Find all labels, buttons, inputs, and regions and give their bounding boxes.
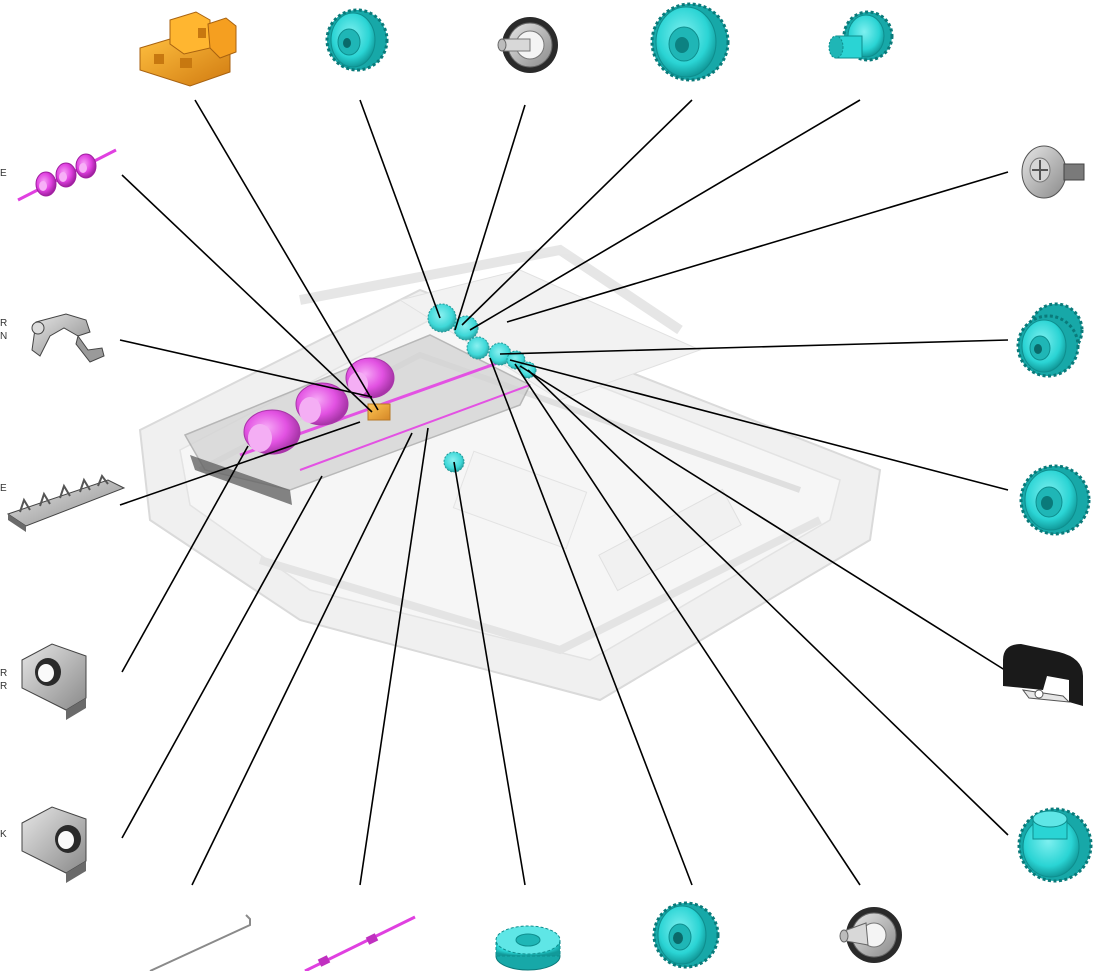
cyan-gear-icon [495, 925, 561, 971]
assembly-roller-1 [243, 409, 301, 455]
leader-gear-bottom [489, 357, 693, 886]
leader-wire-rod [191, 432, 413, 886]
edge-label-3: N [0, 331, 8, 342]
black-bracket-icon [1003, 644, 1083, 706]
gray-guide-plate-icon [6, 473, 126, 532]
gray-lever-icon [31, 313, 105, 363]
leader-magenta-shaft [359, 427, 429, 886]
leader-gear-large [461, 99, 693, 326]
leader-bushing-left-1 [121, 445, 249, 673]
orange-bracket-icon [139, 11, 237, 87]
leader-orange-bracket [194, 99, 379, 411]
gray-bushing-block-icon [21, 643, 87, 720]
gray-bushing-block-icon [21, 806, 87, 883]
cyan-gear-icon [1016, 302, 1084, 378]
edge-label-6: R [0, 681, 8, 692]
leader-gear-1 [359, 99, 441, 319]
edge-label-2: R [0, 318, 8, 329]
cyan-gear-icon [650, 2, 730, 82]
edge-label-7: K [0, 829, 8, 840]
leader-pickup-roller-shaft [121, 174, 373, 413]
leader-shaft-bushing-2 [514, 363, 861, 886]
leader-guide-plate [119, 421, 361, 506]
cyan-gear-icon [1017, 807, 1093, 883]
cyan-gear-icon [1019, 464, 1091, 536]
magenta-shaft-icon [304, 915, 416, 971]
gray-wire-icon [149, 914, 251, 971]
leader-bushing-left-2 [121, 475, 323, 839]
main-tray-assembly [138, 244, 882, 702]
cyan-gear-icon [828, 10, 894, 62]
cyan-gear-icon [652, 901, 720, 969]
leader-gear-flat [453, 461, 526, 886]
leader-black-bracket [519, 365, 1009, 673]
assembly-roller-2 [295, 382, 349, 426]
leader-screw [506, 171, 1009, 323]
leader-lever-arm [119, 339, 373, 398]
gray-bushing-icon [839, 907, 902, 963]
cyan-gear-icon [325, 8, 389, 72]
assembly-roller-3 [345, 357, 395, 399]
leader-gear-medium [509, 359, 1009, 491]
magenta-roller-shaft-icon [17, 148, 117, 202]
leader-double-gear [499, 339, 1009, 355]
gray-bushing-icon [497, 17, 558, 73]
leader-shaft-bushing-1 [454, 104, 526, 331]
leader-gear-small-stack [469, 99, 861, 331]
assembly-orange-bracket [367, 403, 391, 421]
edge-label-4: E [0, 483, 8, 494]
edge-label-5: R [0, 668, 8, 679]
edge-label-1: E [0, 168, 8, 179]
leader-lines [119, 99, 1009, 886]
gray-screw-icon [1021, 145, 1085, 199]
leader-gear-bottom-right [527, 369, 1009, 836]
